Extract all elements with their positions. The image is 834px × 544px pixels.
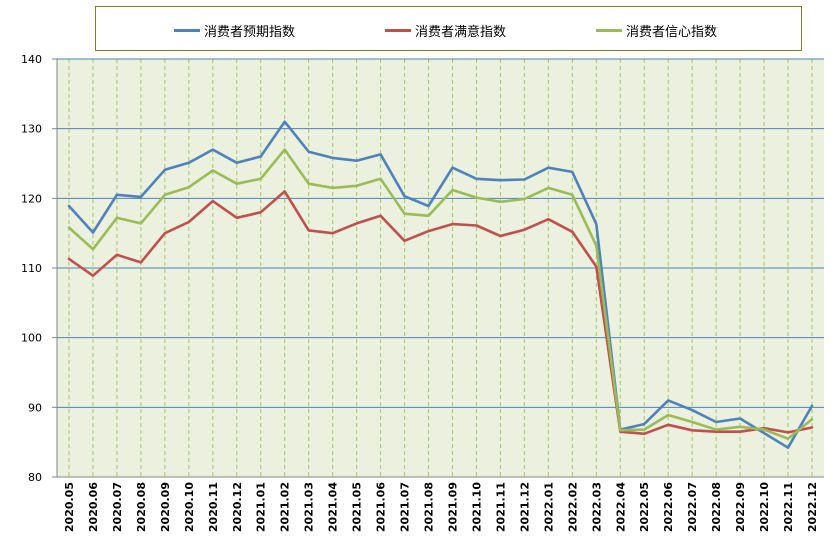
x-tick-label: 2021.11: [494, 482, 507, 532]
y-tick-label: 120: [21, 192, 42, 205]
legend-swatch-expectation: [174, 28, 200, 32]
series-line-0: [67, 120, 814, 450]
x-tick-label: 2022.11: [782, 482, 795, 532]
legend-swatch-satisfaction: [385, 28, 411, 32]
x-tick-label: 2022.02: [566, 482, 579, 532]
x-tick-label: 2022.12: [806, 482, 819, 532]
x-tick-label: 2020.12: [231, 482, 244, 532]
x-tick-label: 2020.07: [111, 482, 124, 532]
x-tick-label: 2021.03: [303, 482, 316, 532]
x-tick-label: 2022.08: [710, 482, 723, 532]
y-tick-label: 140: [21, 53, 42, 66]
x-tick-label: 2020.08: [135, 482, 148, 532]
legend-item-confidence: 消费者信心指数: [596, 20, 717, 40]
y-tick-label: 80: [28, 471, 42, 484]
y-tick-label: 90: [28, 401, 42, 414]
legend-label-satisfaction: 消费者满意指数: [415, 24, 507, 40]
series-line-1: [67, 190, 814, 436]
x-tick-label: 2020.11: [207, 482, 220, 532]
x-tick-label: 2021.01: [255, 482, 268, 532]
y-tick-label: 130: [21, 123, 42, 136]
legend-label-confidence: 消费者信心指数: [626, 24, 718, 40]
x-tick-label: 2022.10: [758, 482, 771, 532]
y-axis-tick-labels: 80 90 100 110 120 130 140: [21, 53, 57, 484]
x-tick-label: 2021.09: [446, 482, 459, 532]
legend-swatch-confidence: [596, 28, 622, 32]
y-tick-label: 110: [21, 262, 42, 275]
x-tick-label: 2021.05: [351, 482, 364, 532]
x-tick-label: 2022.05: [638, 482, 651, 532]
x-tick-label: 2022.04: [614, 482, 627, 532]
x-tick-label: 2022.01: [542, 482, 555, 532]
x-tick-label: 2021.04: [327, 482, 340, 532]
x-tick-label: 2020.05: [63, 482, 76, 532]
series-line-2: [67, 148, 814, 441]
x-tick-label: 2020.09: [159, 482, 172, 532]
x-tick-label: 2021.06: [375, 482, 388, 532]
x-tick-label: 2020.06: [87, 482, 100, 532]
series-lines: [67, 120, 814, 450]
x-tick-label: 2021.02: [279, 482, 292, 532]
x-tick-label: 2021.10: [470, 482, 483, 532]
x-tick-label: 2020.10: [183, 482, 196, 532]
legend-item-satisfaction: 消费者满意指数: [385, 20, 506, 40]
x-tick-label: 2022.06: [662, 482, 675, 532]
legend-label-expectation: 消费者预期指数: [204, 24, 296, 40]
x-tick-label: 2022.07: [686, 482, 699, 532]
x-tick-label: 2022.09: [734, 482, 747, 532]
y-tick-label: 100: [21, 332, 42, 345]
x-tick-label: 2021.08: [423, 482, 436, 532]
x-tick-label: 2021.07: [399, 482, 412, 532]
horizontal-gridlines: [57, 58, 824, 408]
legend: 消费者预期指数 消费者满意指数 消费者信心指数: [95, 6, 802, 51]
x-tick-label: 2022.03: [590, 482, 603, 532]
x-axis-tick-labels: 2020.05 2020.06 2020.07 2020.08 2020.09 2020.…: [63, 482, 819, 532]
legend-item-expectation: 消费者预期指数: [174, 20, 295, 40]
x-tick-label: 2021.12: [518, 482, 531, 532]
